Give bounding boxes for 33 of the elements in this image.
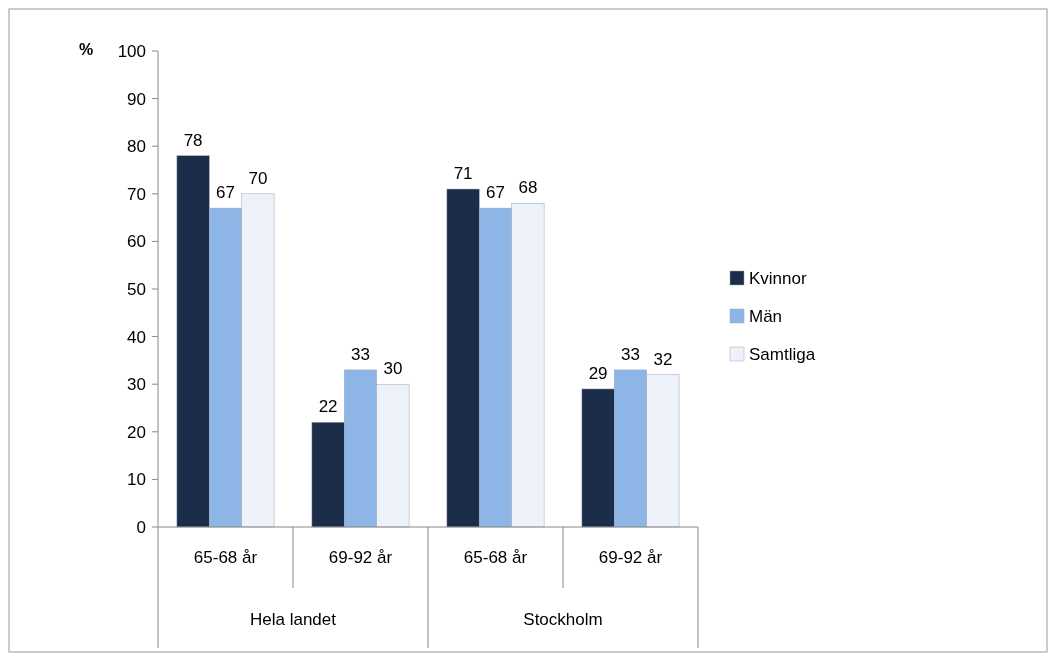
data-label: 22 bbox=[318, 397, 338, 417]
y-tick-label: 70 bbox=[127, 184, 146, 204]
y-tick-label: 80 bbox=[127, 137, 146, 157]
legend-label: Män bbox=[749, 306, 783, 326]
y-tick-label: 90 bbox=[127, 89, 146, 109]
data-label: 67 bbox=[216, 183, 235, 203]
data-label: 68 bbox=[518, 178, 538, 198]
y-tick-label: 50 bbox=[127, 279, 146, 299]
data-label: 30 bbox=[383, 359, 403, 379]
x-tick-label: 69-92 år bbox=[328, 547, 393, 567]
data-label: 29 bbox=[588, 363, 608, 383]
x-tick-label: 69-92 år bbox=[598, 547, 663, 567]
x-tick-label: 65-68 år bbox=[193, 547, 258, 567]
data-label: 70 bbox=[248, 168, 268, 188]
y-tick-label: 20 bbox=[127, 422, 146, 442]
y-tick-label: 10 bbox=[127, 470, 146, 490]
legend-label: Kvinnor bbox=[749, 268, 807, 288]
y-tick-label: 60 bbox=[127, 232, 146, 252]
y-tick-label: 0 bbox=[136, 517, 146, 537]
legend-label: Samtliga bbox=[749, 344, 816, 364]
text: Hela landet bbox=[249, 609, 337, 629]
data-label: 67 bbox=[486, 183, 505, 203]
y-axis-title: % bbox=[78, 40, 94, 58]
data-label: 78 bbox=[183, 130, 203, 150]
data-label: 71 bbox=[453, 164, 473, 184]
data-label: 33 bbox=[351, 344, 370, 364]
x-tick-label: 65-68 år bbox=[463, 547, 528, 567]
y-tick-label: 100 bbox=[117, 41, 146, 61]
data-label: 32 bbox=[653, 349, 673, 369]
y-tick-label: 30 bbox=[127, 375, 146, 395]
data-label: 33 bbox=[621, 344, 640, 364]
y-tick-label: 40 bbox=[127, 327, 146, 347]
text: Stockholm bbox=[523, 609, 603, 629]
